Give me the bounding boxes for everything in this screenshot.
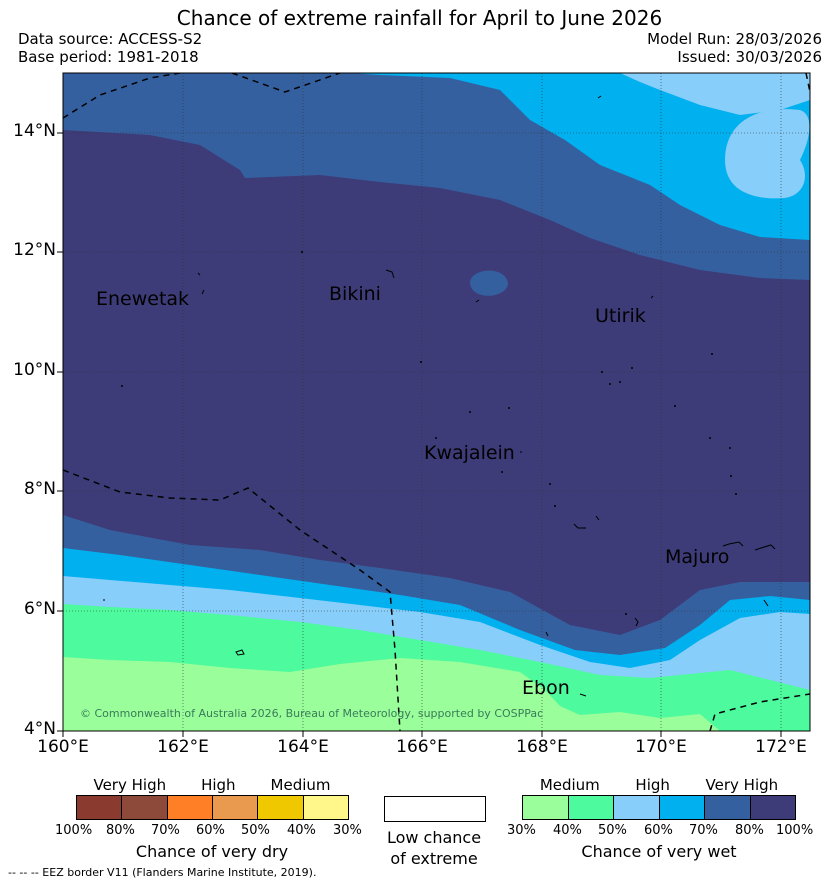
wet-tick: 80% [735, 823, 764, 838]
place-labels: Enewetak Bikini Utirik Kwajalein Majuro … [96, 283, 729, 699]
south-30-region [63, 657, 720, 731]
low-chance-line1: Low chance [386, 828, 482, 847]
dry-tick: 60% [196, 823, 225, 838]
ebon-30-patch [463, 687, 545, 701]
lat-label-4n: 4°N [23, 719, 56, 739]
atoll-dots [121, 251, 737, 615]
wet-legend-headers: Medium High Very High [522, 776, 796, 794]
map-contours [63, 73, 810, 731]
place-enewetak: Enewetak [96, 288, 189, 310]
dry-colorbar [76, 795, 349, 820]
islands [103, 95, 776, 697]
dry-swatch [122, 796, 168, 819]
dry-tick: 40% [287, 823, 316, 838]
south-30-patch [618, 718, 660, 731]
dry-swatch [212, 796, 259, 819]
eez-footnote: -- -- -- EEZ border V11 (Flanders Marine… [8, 866, 317, 879]
wet-tick: 30% [507, 823, 536, 838]
wet-swatch [750, 796, 795, 819]
dry-tick: 100% [55, 823, 93, 838]
axis-ticks [57, 132, 782, 737]
dry-swatch [303, 796, 348, 819]
dry-swatch [167, 796, 213, 819]
place-ebon: Ebon [522, 677, 570, 699]
lon-label-168e: 168°E [516, 737, 568, 757]
map-frame [62, 72, 811, 732]
lat-label-10n: 10°N [13, 360, 56, 380]
low-chance-label: Low chance of extreme [370, 827, 498, 869]
dry-legend-headers: Very High High Medium [76, 776, 348, 794]
dry-swatch [77, 796, 123, 819]
data-info: Data source: ACCESS-S2 Base period: 1981… [18, 30, 202, 66]
low-chance-swatch [384, 796, 486, 822]
lat-label-8n: 8°N [23, 479, 56, 499]
rainfall-map: Enewetak Bikini Utirik Kwajalein Majuro … [57, 72, 811, 737]
wet-colorbar [522, 795, 796, 820]
dry-header-high: High [201, 776, 236, 794]
run-info: Model Run: 28/03/2026 Issued: 30/03/2026 [647, 30, 822, 66]
base-period: Base period: 1981-2018 [18, 48, 199, 66]
wet-tick: 100% [776, 823, 814, 838]
lon-label-170e: 170°E [635, 737, 687, 757]
wet-header-medium: Medium [539, 776, 600, 794]
dry-header-very-high: Very High [93, 776, 167, 794]
lon-label-172e: 172°E [755, 737, 807, 757]
wet-swatch [614, 796, 660, 819]
map-title: Chance of extreme rainfall for April to … [176, 6, 663, 30]
wet-tick: 70% [689, 823, 718, 838]
dry-tick: 80% [106, 823, 135, 838]
wet-legend-title: Chance of very wet [581, 842, 737, 861]
eez-borders [63, 73, 810, 731]
lon-label-160e: 160°E [37, 737, 89, 757]
place-bikini: Bikini [329, 283, 381, 305]
wet-header-high: High [635, 776, 670, 794]
central-70-patch [470, 270, 508, 296]
wet-swatch [568, 796, 614, 819]
lat-label-6n: 6°N [23, 599, 56, 619]
lat-label-14n: 14°N [13, 121, 56, 141]
dry-swatch [258, 796, 304, 819]
wet-tick: 60% [644, 823, 673, 838]
place-utirik: Utirik [595, 305, 646, 327]
lon-label-166e: 166°E [396, 737, 448, 757]
dry-header-medium: Medium [270, 776, 331, 794]
wet-swatch [659, 796, 705, 819]
wet-tick: 50% [598, 823, 627, 838]
place-kwajalein: Kwajalein [424, 442, 515, 464]
dry-tick: 50% [241, 823, 270, 838]
place-majuro: Majuro [665, 546, 729, 568]
wet-header-very-high: Very High [705, 776, 779, 794]
lon-label-162e: 162°E [157, 737, 209, 757]
north-50-patch [725, 109, 810, 199]
wet-tick: 40% [553, 823, 582, 838]
dry-legend-title: Chance of very dry [135, 842, 289, 861]
issued-date: Issued: 30/03/2026 [677, 48, 822, 66]
model-run: Model Run: 28/03/2026 [647, 30, 822, 48]
north-60-band [350, 73, 810, 240]
dry-tick: 30% [333, 823, 362, 838]
copyright-notice: © Commonwealth of Australia 2026, Bureau… [80, 707, 543, 720]
low-chance-line2: of extreme [390, 849, 478, 868]
lon-label-164e: 164°E [277, 737, 329, 757]
north-50-band-strip [620, 73, 810, 115]
lat-label-12n: 12°N [13, 240, 56, 260]
wet-swatch [523, 796, 569, 819]
data-source: Data source: ACCESS-S2 [18, 30, 203, 48]
wet-swatch [705, 796, 751, 819]
dry-tick: 70% [151, 823, 180, 838]
